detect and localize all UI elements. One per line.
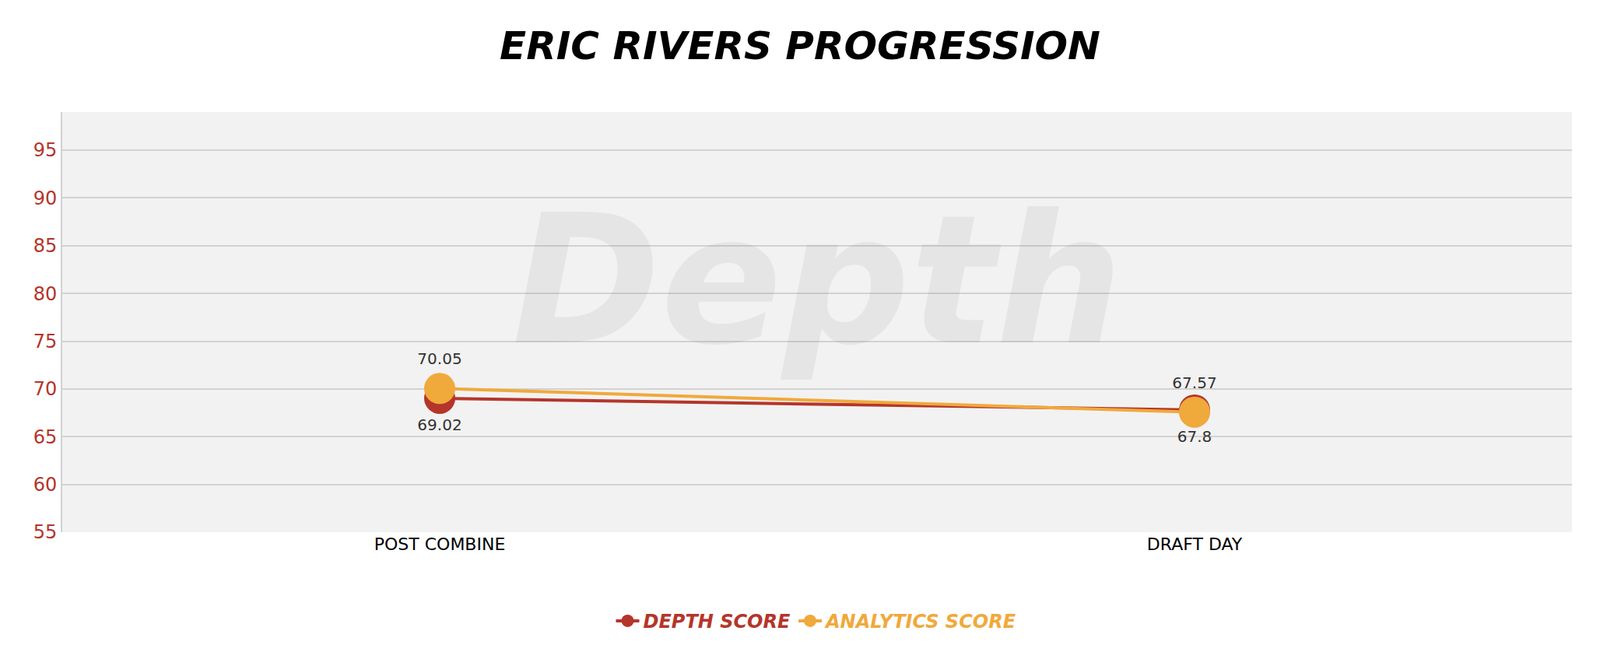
svg-text:70: 70 [33,378,58,400]
svg-text:75: 75 [33,330,58,353]
svg-text:85: 85 [33,235,58,257]
svg-text:67.8: 67.8 [1177,427,1213,446]
svg-text:67.57: 67.57 [1171,373,1217,393]
svg-text:90: 90 [33,187,58,210]
svg-text:55: 55 [33,521,58,544]
svg-text:POST COMBINE: POST COMBINE [374,534,506,555]
svg-text:65: 65 [33,426,58,449]
svg-text:95: 95 [33,139,58,162]
svg-text:80: 80 [33,283,58,306]
svg-text:DRAFT DAY: DRAFT DAY [1147,534,1243,555]
svg-text:DEPTH SCORE: DEPTH SCORE [643,610,792,633]
svg-text:70.05: 70.05 [417,349,462,369]
svg-text:69.02: 69.02 [417,415,462,435]
svg-text:ANALYTICS SCORE: ANALYTICS SCORE [824,610,1017,633]
svg-text:60: 60 [33,473,58,496]
svg-text:ERIC RIVERS PROGRESSION: ERIC RIVERS PROGRESSION [499,23,1101,69]
svg-text:Depth: Depth [512,176,1123,385]
